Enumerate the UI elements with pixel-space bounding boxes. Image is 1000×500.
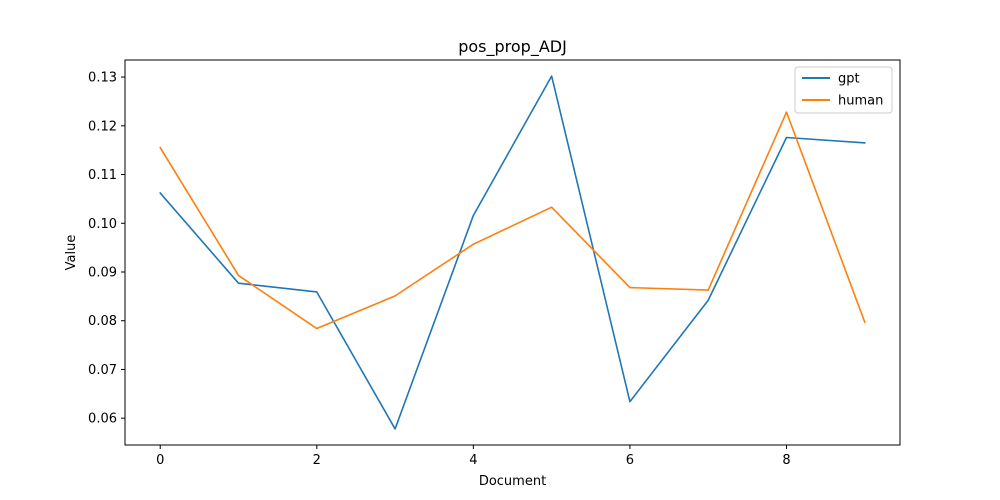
y-tick-label: 0.12 — [88, 119, 117, 134]
y-tick-label: 0.13 — [88, 71, 117, 86]
y-axis-label: Value — [64, 235, 79, 271]
x-tick-label: 8 — [782, 453, 790, 468]
y-tick-label: 0.09 — [88, 265, 117, 280]
y-axis-ticks: 0.06 0.07 0.08 0.09 0.10 0.11 0.12 0.13 — [88, 71, 125, 427]
chart-title: pos_prop_ADJ — [458, 37, 567, 57]
y-tick-label: 0.10 — [88, 217, 117, 232]
legend-label-human: human — [838, 94, 883, 109]
series-line-gpt — [159, 75, 866, 430]
plot-frame — [124, 59, 901, 446]
series-layer — [159, 75, 866, 430]
x-tick-label: 6 — [626, 453, 634, 468]
plot-area — [125, 60, 900, 445]
y-tick-label: 0.07 — [88, 363, 117, 378]
legend: gpt human — [794, 66, 893, 114]
x-tick-label: 2 — [313, 453, 321, 468]
x-axis-ticks: 0 2 4 6 8 — [156, 445, 791, 468]
x-axis-label: Document — [479, 474, 546, 489]
x-tick-label: 4 — [469, 453, 477, 468]
x-tick-label: 0 — [156, 453, 164, 468]
y-tick-label: 0.11 — [88, 168, 117, 183]
legend-label-gpt: gpt — [838, 72, 860, 87]
y-tick-label: 0.08 — [88, 314, 117, 329]
series-line-human — [159, 111, 866, 330]
y-tick-label: 0.06 — [88, 412, 117, 427]
